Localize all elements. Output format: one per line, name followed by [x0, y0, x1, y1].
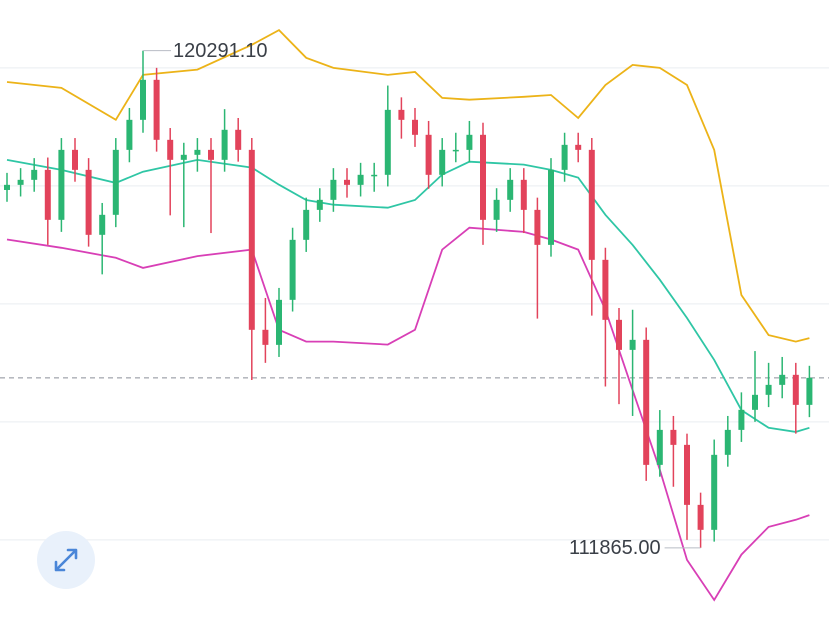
candles: [4, 50, 813, 548]
band-line: [6, 226, 810, 602]
candle-body: [765, 384, 772, 395]
candle-body: [235, 129, 242, 150]
candle-body: [561, 144, 568, 170]
candle-body: [493, 199, 500, 220]
candle-body: [711, 454, 718, 530]
expand-button[interactable]: [37, 531, 95, 589]
candle-body: [221, 129, 228, 160]
candle-body: [126, 119, 133, 150]
candle-body: [575, 144, 582, 150]
annotations: 120291.10 111865.00: [143, 40, 701, 559]
candle-body: [724, 429, 731, 455]
candle-body: [262, 329, 269, 345]
candle-body: [697, 504, 704, 530]
grid: [0, 67, 829, 541]
candle-body: [629, 339, 636, 350]
candle-body: [588, 149, 595, 260]
candle-body: [153, 79, 160, 140]
candle-body: [425, 134, 432, 175]
band-line: [6, 28, 810, 343]
candle-body: [17, 179, 24, 185]
candle-body: [72, 149, 78, 170]
candle-body: [167, 139, 174, 160]
candle-body: [738, 409, 745, 430]
candle-body: [4, 184, 10, 190]
candle-body: [534, 209, 541, 245]
candle-body: [303, 209, 310, 240]
candle-body: [357, 174, 364, 185]
candle-body: [602, 259, 609, 320]
candle-body: [439, 149, 446, 175]
candle-body: [466, 134, 473, 150]
candle-body: [670, 429, 677, 445]
candle-body: [792, 374, 799, 405]
candle-body: [289, 239, 296, 300]
candle-body: [330, 179, 337, 200]
candle-body: [371, 174, 378, 177]
candle-body: [452, 149, 459, 152]
bands: [6, 28, 810, 602]
candle-body: [520, 179, 527, 210]
candle-body: [180, 154, 187, 160]
candle-body: [779, 374, 786, 385]
expand-icon[interactable]: [54, 548, 78, 572]
candle-body: [384, 109, 391, 175]
candle-body: [248, 149, 255, 330]
candle-body: [752, 394, 758, 410]
candle-body: [616, 319, 622, 350]
candle-body: [112, 149, 119, 215]
annotation-label: 111865.00: [569, 537, 661, 559]
annotation-label: 120291.10: [173, 40, 268, 62]
candle-body: [507, 179, 514, 200]
candle-body: [398, 109, 405, 120]
candle-body: [31, 169, 38, 180]
candle-body: [806, 377, 813, 405]
candle-body: [99, 214, 106, 235]
candle-body: [656, 429, 663, 465]
candle-body: [276, 299, 282, 345]
candle-body: [344, 179, 350, 185]
candle-body: [44, 169, 51, 220]
candle-body: [412, 119, 418, 135]
candle-body: [85, 169, 92, 235]
candle-body: [58, 149, 65, 220]
candle-body: [316, 199, 323, 210]
candle-body: [194, 149, 201, 155]
candle-body: [480, 134, 486, 220]
candle-body: [140, 79, 146, 120]
candle-body: [208, 149, 214, 160]
band-line: [6, 158, 810, 433]
candle-body: [643, 339, 650, 465]
candle-body: [548, 169, 554, 245]
candle-body: [684, 444, 690, 505]
